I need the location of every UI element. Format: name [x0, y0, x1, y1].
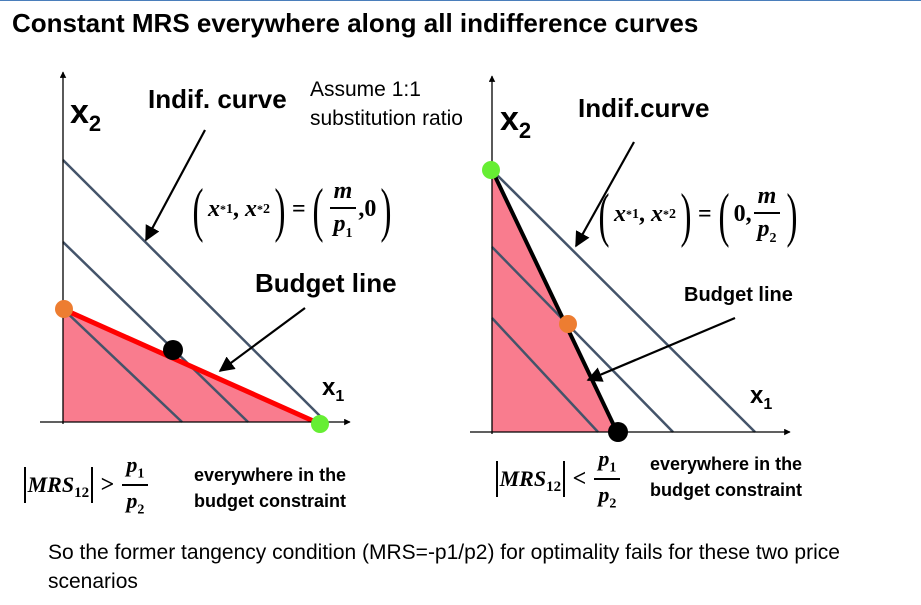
left-green-dot: [311, 415, 329, 433]
right-indifference-line-1: [491, 317, 599, 433]
right-indifference-line-3: [491, 169, 756, 433]
left-budget-arrow: [218, 307, 306, 372]
left-indif-label: Indif. curve: [148, 84, 287, 115]
left-indif-label-text: Indif. curve: [148, 84, 287, 114]
left-black-dot: [163, 340, 183, 360]
left-condition-formula: MRS 12 > p1 p2: [22, 452, 150, 519]
assume-line-2: substitution ratio: [310, 107, 463, 130]
right-indifference-line-2: [491, 246, 674, 433]
right-indif-label: Indif.curve: [578, 93, 710, 123]
right-x-axis-label: x1: [750, 382, 773, 413]
left-budget-line: [61, 306, 322, 427]
left-panel-diagram: [40, 71, 351, 433]
footer-note: So the former tangency condition (MRS=-p…: [48, 541, 840, 593]
left-optimum-equation: ( x * 1, x * 2 ) = ( m p1 ,0 ): [192, 176, 392, 243]
left-indifference-line-2: [62, 241, 249, 423]
left-budget-label: Budget line: [255, 268, 397, 298]
left-orange-dot: [55, 300, 73, 318]
assume-note: Assume 1:1 substitution ratio: [310, 75, 463, 133]
right-condition-text: everywhere in the budget constraint: [650, 454, 803, 500]
right-orange-dot: [559, 315, 577, 333]
left-x-axis-label: x1: [322, 374, 345, 405]
right-optimum-equation: ( x * 1, x * 2 ) = ( 0, m p2 ): [598, 181, 798, 248]
right-green-dot: [482, 161, 500, 179]
left-indifference-line-1: [62, 308, 183, 423]
left-indifference-line-3: [62, 159, 327, 423]
right-panel-diagram: [470, 75, 791, 442]
top-border: [0, 0, 921, 1]
right-condition-formula: MRS 12 < p1 p2: [494, 446, 622, 513]
left-indif-arrow: [145, 129, 206, 242]
right-indif-arrow: [575, 141, 635, 248]
left-condition-text: everywhere in the budget constraint: [194, 465, 347, 511]
left-y-axis-label: x2: [70, 93, 102, 136]
right-budget-arrow: [586, 316, 736, 382]
right-black-dot: [608, 422, 628, 442]
slide-title: Constant MRS everywhere along all indiff…: [12, 8, 699, 38]
assume-line-1: Assume 1:1: [310, 78, 421, 101]
right-budget-line: [490, 169, 619, 433]
right-budget-label: Budget line: [684, 284, 793, 306]
right-y-axis-label: x2: [500, 100, 532, 143]
